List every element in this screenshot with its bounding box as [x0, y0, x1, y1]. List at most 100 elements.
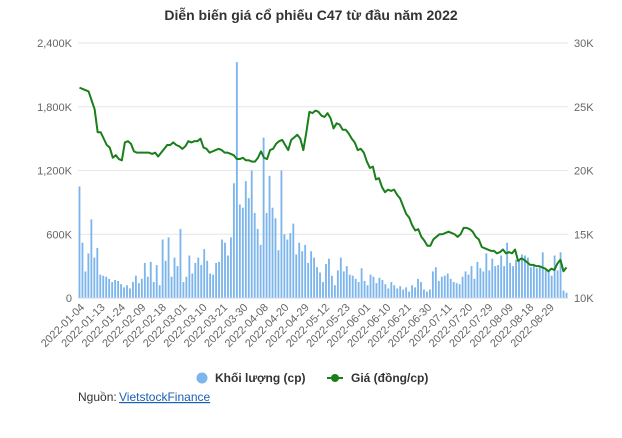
volume-bar [238, 204, 241, 298]
volume-bar [423, 289, 425, 298]
volume-bar [295, 254, 298, 298]
volume-bar [78, 186, 81, 298]
volume-bar [126, 285, 128, 298]
volume-bar [81, 242, 84, 298]
volume-bar [550, 275, 553, 298]
volume-bar [452, 282, 455, 298]
volume-bar [345, 266, 348, 299]
volume-bar [253, 213, 256, 298]
volume-bar [387, 288, 390, 298]
volume-bar [227, 255, 229, 298]
volume-bar [535, 268, 538, 298]
volume-bar [518, 260, 520, 298]
volume-bar [152, 282, 155, 298]
volume-bar [553, 255, 556, 298]
volume-bar [289, 233, 292, 298]
legend: Khối lượng (cp) Giá (đồng/cp) [196, 371, 428, 385]
volume-bar [158, 285, 161, 298]
volume-bar [333, 285, 336, 298]
volume-bar [176, 266, 179, 299]
volume-bar [393, 285, 396, 298]
volume-bar [99, 274, 102, 299]
volume-bar [330, 275, 333, 298]
volume-bar [524, 255, 526, 298]
volume-bar [271, 207, 274, 298]
volume-bar [262, 137, 265, 298]
volume-bar [256, 228, 259, 298]
y-left-tick: 1,200K [37, 166, 73, 178]
volume-bar [494, 266, 497, 299]
volume-bar [102, 275, 105, 298]
volume-bar [93, 257, 96, 299]
volume-bar [185, 276, 188, 298]
volume-bar [123, 287, 125, 299]
volume-bar [322, 282, 324, 298]
volume-bar [544, 270, 547, 299]
volume-bar [512, 266, 514, 299]
source-label: Nguồn: [78, 390, 117, 404]
legend-item-price[interactable]: Giá (đồng/cp) [327, 371, 428, 385]
volume-bar [467, 274, 470, 299]
volume-bar [458, 284, 461, 298]
volume-bar [146, 276, 149, 298]
volume-bar [212, 274, 215, 299]
volume-bar [336, 270, 339, 299]
volume-bar [556, 270, 559, 299]
volume-bar [470, 266, 473, 299]
volume-bar [547, 271, 550, 298]
volume-bar [283, 234, 286, 298]
volume-bar [188, 255, 191, 298]
volume-bar [360, 268, 363, 298]
volume-bar [449, 278, 452, 299]
volume-bar [366, 285, 369, 298]
volume-bar [375, 283, 378, 299]
volume-bar [277, 250, 280, 298]
volume-bar [396, 288, 399, 298]
volume-bar [562, 290, 565, 298]
volume-bar [304, 244, 307, 299]
volume-bar [203, 249, 206, 299]
volume-bar [117, 281, 120, 298]
volume-bar [559, 252, 562, 298]
volume-bar [179, 228, 182, 298]
volume-bar [357, 282, 360, 298]
volume-bar [120, 284, 122, 298]
volume-bar [164, 260, 167, 298]
volume-bar [328, 258, 330, 298]
volume-bar [488, 270, 491, 299]
volume-bar [414, 287, 416, 299]
volume-bar [399, 286, 402, 298]
volume-bar [491, 258, 494, 298]
volume-bar [428, 289, 431, 298]
volume-bar [437, 281, 440, 298]
volume-bar [221, 239, 223, 298]
chart-title: Diễn biến giá cổ phiếu C47 từ đầu năm 20… [164, 7, 458, 23]
source-link[interactable]: VietstockFinance [119, 390, 210, 404]
volume-bar [182, 282, 185, 298]
legend-price-marker [331, 374, 339, 382]
volume-bar [105, 276, 108, 298]
volume-bar [420, 282, 422, 298]
volume-bar [170, 276, 173, 298]
volume-bar [137, 283, 140, 299]
volume-bar [378, 277, 381, 298]
y-right-tick: 10K [574, 293, 594, 305]
volume-bar [313, 257, 316, 299]
volume-bars [78, 62, 568, 299]
legend-item-volume[interactable]: Khối lượng (cp) [196, 371, 306, 385]
volume-bar [538, 266, 541, 299]
volume-bar [565, 292, 568, 298]
volume-bar [235, 62, 238, 299]
volume-bar [369, 274, 372, 299]
volume-bar [134, 275, 137, 298]
volume-bar [161, 239, 164, 298]
volume-bar [342, 271, 345, 298]
volume-bar [280, 170, 283, 298]
volume-bar [155, 265, 158, 298]
volume-bar [529, 267, 532, 298]
volume-bar [111, 282, 114, 298]
volume-bar [464, 271, 467, 298]
volume-bar [431, 271, 434, 298]
volume-bar [526, 257, 529, 299]
